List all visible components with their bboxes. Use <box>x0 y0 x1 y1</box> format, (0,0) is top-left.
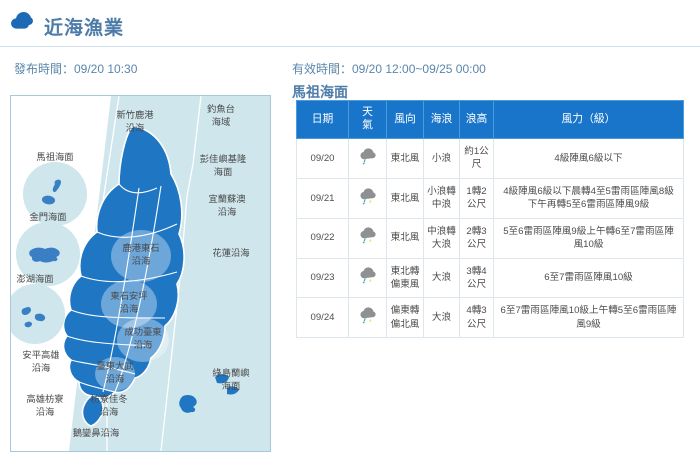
svg-text:海面: 海面 <box>222 380 241 391</box>
svg-text:沿海: 沿海 <box>218 206 237 217</box>
svg-text:沿海: 沿海 <box>134 339 153 350</box>
svg-text:沿海: 沿海 <box>132 255 151 266</box>
svg-text:沿海: 沿海 <box>106 373 125 384</box>
svg-text:彭佳嶼基隆: 彭佳嶼基隆 <box>200 153 247 164</box>
svg-text:海域: 海域 <box>212 116 231 127</box>
svg-text:鹿港東石: 鹿港東石 <box>122 242 159 253</box>
svg-text:鵝鑾鼻沿海: 鵝鑾鼻沿海 <box>73 427 120 438</box>
svg-text:馬祖海面: 馬祖海面 <box>36 151 73 162</box>
svg-text:安平高雄: 安平高雄 <box>22 349 59 360</box>
svg-text:宜蘭蘇澳: 宜蘭蘇澳 <box>208 193 245 204</box>
svg-text:澎湖海面: 澎湖海面 <box>16 273 53 284</box>
svg-text:沿海: 沿海 <box>100 406 119 417</box>
svg-text:沿海: 沿海 <box>36 406 55 417</box>
svg-text:沿海: 沿海 <box>120 303 139 314</box>
svg-text:金門海面: 金門海面 <box>29 211 66 222</box>
svg-text:成功臺東: 成功臺東 <box>124 326 161 337</box>
svg-text:海面: 海面 <box>214 166 233 177</box>
svg-text:東石安坪: 東石安坪 <box>110 290 147 301</box>
svg-text:枋寮佳冬: 枋寮佳冬 <box>90 393 127 404</box>
svg-text:高雄枋寮: 高雄枋寮 <box>26 393 63 404</box>
svg-text:釣魚台: 釣魚台 <box>207 103 235 114</box>
svg-text:新竹鹿港: 新竹鹿港 <box>116 109 154 120</box>
svg-text:沿海: 沿海 <box>126 122 145 133</box>
svg-text:沿海: 沿海 <box>32 362 51 373</box>
svg-text:花蓮沿海: 花蓮沿海 <box>212 247 249 258</box>
svg-text:綠島蘭嶼: 綠島蘭嶼 <box>212 367 249 378</box>
svg-text:臺東大武: 臺東大武 <box>96 360 133 371</box>
